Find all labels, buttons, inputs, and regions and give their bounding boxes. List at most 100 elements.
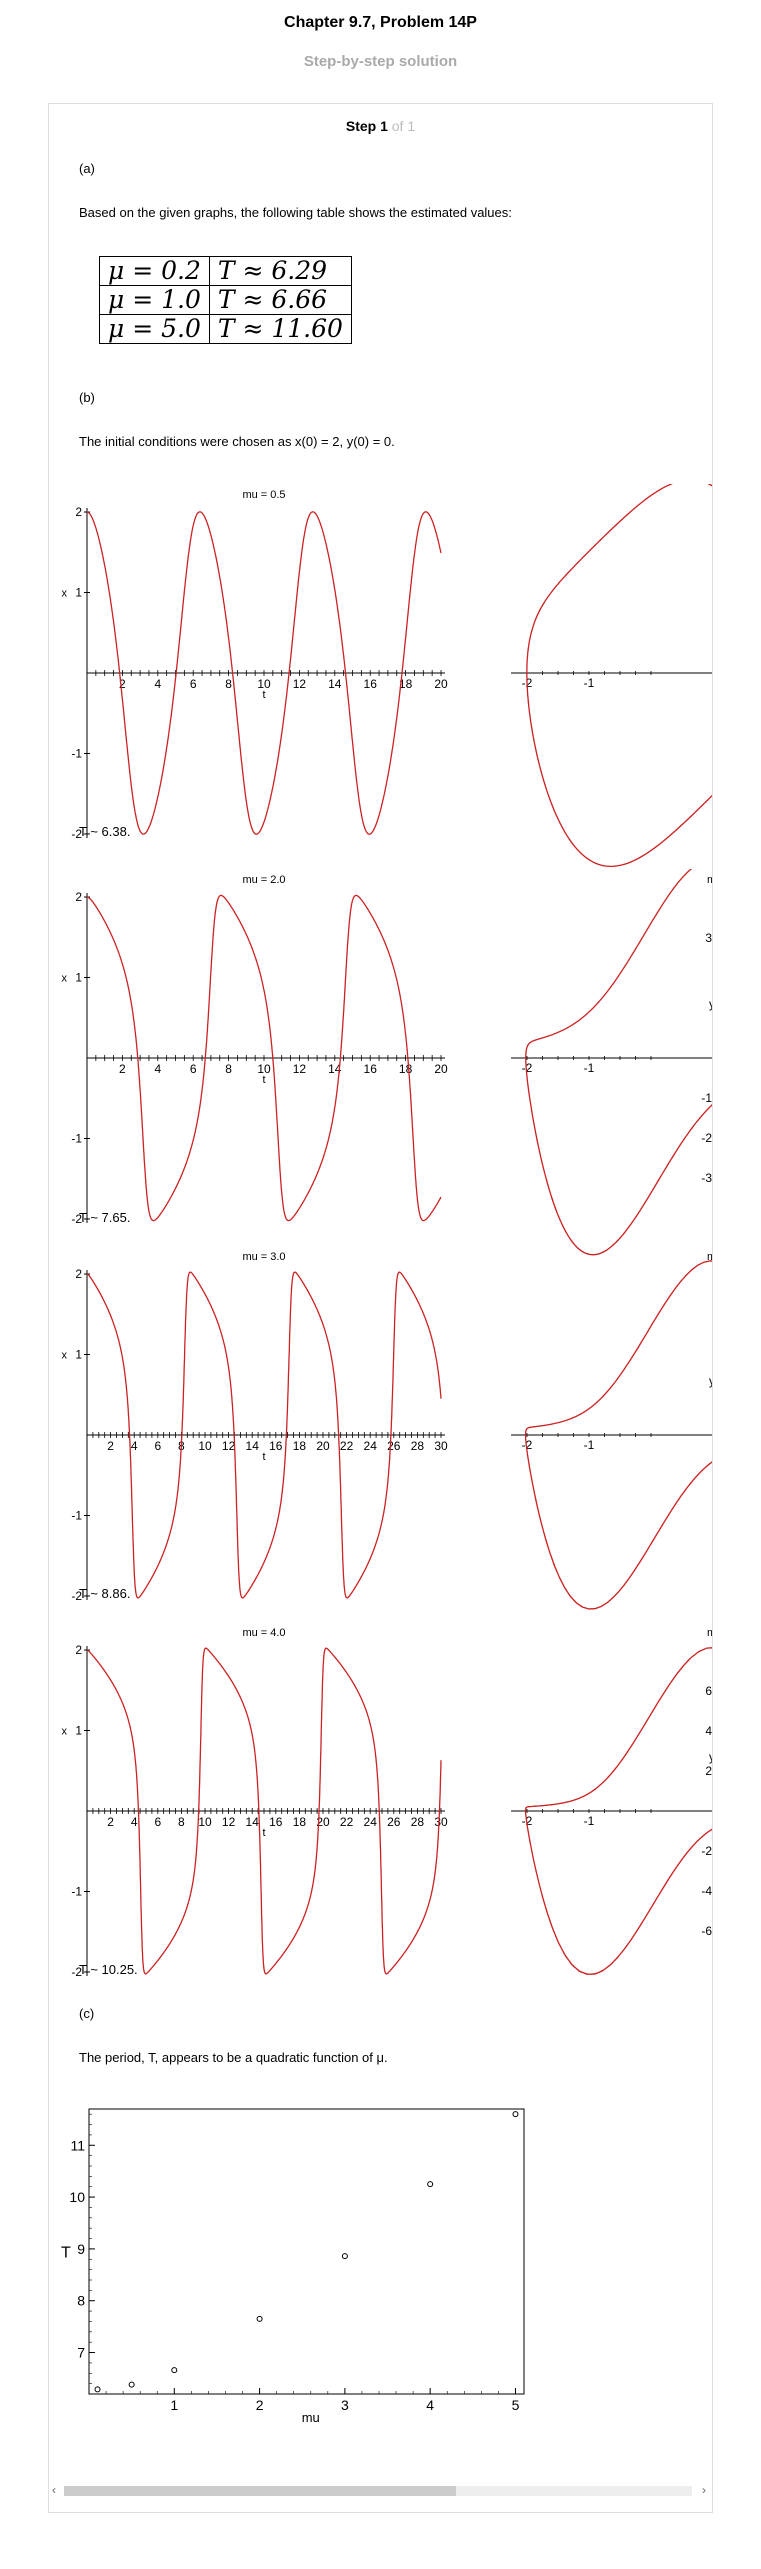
x-vs-t-curve [86, 1647, 442, 1975]
y-axis-label: T [61, 2245, 71, 2262]
data-point [427, 2181, 434, 2188]
y-tick-label: -2 [71, 827, 82, 841]
x-tick-label: 1 [170, 2397, 178, 2413]
horizontal-scrollbar[interactable]: ‹ › [52, 2482, 706, 2498]
table-cell-mu: μ = 0.2 [99, 256, 210, 286]
x-tick-label: 12 [222, 1815, 236, 1829]
step-label: Step 1 of 1 [49, 118, 712, 134]
data-point [128, 2381, 135, 2388]
data-point [94, 2386, 101, 2393]
x-tick-label: 4 [131, 1439, 138, 1453]
time-series-plot: mu = 2.02468101214161820t21-1-2x-2-1muy3… [62, 869, 712, 1256]
scroll-right-icon[interactable]: › [702, 2483, 706, 2497]
step-number: Step 1 [345, 118, 388, 134]
x-tick-label: 18 [399, 677, 413, 691]
x-tick-label: 16 [364, 677, 378, 691]
x-tick-label: 3 [341, 2397, 349, 2413]
result-label: T ~ 7.65. [79, 1210, 131, 1225]
step-of: of 1 [391, 118, 416, 134]
phase-plot: -2-1muy642-2-4-6 [511, 1627, 713, 1976]
x-tick-label: 18 [399, 1062, 413, 1076]
y-tick-label: -2 [71, 1965, 82, 1979]
phase-x-tick-label: -1 [584, 676, 595, 690]
y-tick-label: 1 [75, 971, 82, 985]
phase-y-label: y [709, 1750, 713, 1764]
x-tick-label: 2 [119, 677, 126, 691]
x-tick-label: 12 [222, 1439, 236, 1453]
x-tick-label: 16 [269, 1815, 283, 1829]
time-series-plot: mu = 0.5 2 4 6 8 10 12 14 16 18 20 t 2 1 -1 -2 x -2 -1 [62, 484, 712, 868]
x-tick-label: 16 [364, 1062, 378, 1076]
x-tick-label: 2 [107, 1815, 114, 1829]
x-tick-label: 6 [190, 1062, 197, 1076]
y-tick-label: 8 [77, 2293, 85, 2309]
data-point [256, 2315, 263, 2322]
x-tick-label: 28 [411, 1815, 425, 1829]
page-subtitle: Step-by-step solution [303, 53, 458, 70]
x-tick-label: 20 [434, 677, 448, 691]
x-tick-label: 26 [387, 1439, 401, 1453]
x-tick-label: 5 [512, 2397, 520, 2413]
result-label: T ~ 10.25. [79, 1962, 138, 1977]
phase-y-tick-label: -3 [701, 1171, 712, 1185]
x-tick-label: 18 [293, 1439, 307, 1453]
x-tick-label: 28 [411, 1439, 425, 1453]
phase-x-tick-label: -1 [584, 1438, 595, 1452]
phase-y-tick-label: -1 [701, 1091, 712, 1105]
x-tick-label: 4 [154, 1062, 161, 1076]
plot-title: mu = 3.0 [242, 1251, 285, 1263]
x-axis-label: t [262, 1074, 265, 1086]
y-axis-label: x [62, 1350, 68, 1362]
y-tick-label: 2 [75, 1267, 82, 1281]
x-axis-label: t [262, 1451, 265, 1463]
x-tick-label: 2 [256, 2397, 264, 2413]
plot-title: mu = 4.0 [242, 1627, 285, 1639]
y-tick-label: -2 [71, 1212, 82, 1226]
x-tick-label: 10 [198, 1815, 212, 1829]
x-tick-label: 12 [293, 677, 307, 691]
y-tick-label: 1 [75, 1724, 82, 1738]
x-tick-label: 6 [190, 677, 197, 691]
x-tick-label: 20 [316, 1439, 330, 1453]
x-tick-label: 22 [340, 1439, 354, 1453]
phase-x-tick-label: -1 [584, 1061, 595, 1075]
data-point [341, 2253, 348, 2260]
part-a-label: (a) [79, 161, 95, 176]
phase-x-tick-label: -2 [522, 1438, 533, 1452]
y-tick-label: 7 [77, 2345, 85, 2361]
scroll-left-icon[interactable]: ‹ [52, 2483, 56, 2497]
phase-y-tick-label: -2 [701, 1131, 712, 1145]
x-tick-label: 2 [119, 1062, 126, 1076]
table-cell-mu: μ = 1.0 [99, 285, 210, 315]
table-row: μ = 5.0 T ≈ 11.60 [99, 314, 352, 344]
x-vs-t-curve [86, 511, 442, 835]
period-vs-mu-chart: 1 2 3 4 5 7 8 9 10 11 mu T [61, 2108, 525, 2425]
x-tick-label: 14 [246, 1439, 260, 1453]
data-point [512, 2111, 519, 2118]
table-cell-t: T ≈ 6.29 [208, 256, 352, 286]
x-tick-label: 10 [198, 1439, 212, 1453]
y-tick-label: 2 [75, 890, 82, 904]
x-tick-label: 8 [178, 1815, 185, 1829]
phase-y-tick-label: 2 [705, 1764, 712, 1778]
phase-curve [524, 1647, 712, 1976]
x-tick-label: 16 [269, 1439, 283, 1453]
x-axis-label: mu [302, 2410, 320, 2425]
time-series-plot: mu = 4.02 4 6 8 10 12 14 16 18 20 22 24 26 28 30t21-1-… [62, 1627, 713, 1979]
x-vs-t-curve [86, 894, 442, 1222]
phase-y-tick-label: 4 [705, 1724, 712, 1738]
y-tick-label: -1 [71, 1508, 82, 1522]
result-label: T ~ 6.38. [79, 824, 131, 839]
solution-frame: Step 1 of 1 (a) Based on the given graph… [48, 103, 713, 2513]
x-tick-label: 18 [293, 1815, 307, 1829]
phase-curve [524, 1260, 712, 1610]
time-series-plot: mu = 3.02 4 6 8 10 12 14 16 18 20 22 24 26 28 30t21-1-… [62, 1251, 712, 1610]
part-c-conclusion: The period, T, appears to be a quadratic… [79, 2050, 388, 2065]
phase-y-tick-label: -2 [701, 1844, 712, 1858]
scroll-thumb[interactable] [64, 2486, 456, 2496]
phase-y-tick-label: 3 [705, 931, 712, 945]
x-tick-label: 4 [154, 677, 161, 691]
y-tick-label: 2 [75, 505, 82, 519]
phase-curve [525, 869, 712, 1256]
y-tick-label: -1 [71, 1131, 82, 1145]
